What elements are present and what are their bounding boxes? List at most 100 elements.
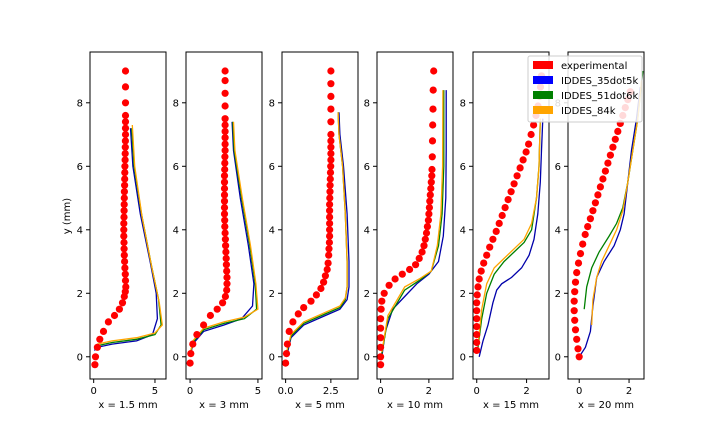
experimental-point <box>601 167 610 175</box>
experimental-point <box>594 191 602 199</box>
experimental-point <box>120 194 128 202</box>
x-axis-label-1: x = 1.5 mm <box>98 400 157 411</box>
experimental-point <box>377 305 385 313</box>
experimental-point <box>477 267 485 275</box>
experimental-point <box>420 242 428 250</box>
experimental-point <box>326 226 334 234</box>
experimental-point <box>473 331 481 339</box>
experimental-point <box>516 164 524 172</box>
experimental-point <box>377 361 385 369</box>
experimental-point <box>300 304 308 312</box>
experimental-point <box>221 140 229 148</box>
experimental-point <box>220 178 229 186</box>
experimental-point <box>377 353 385 361</box>
y-tick-label: 0 <box>77 352 83 363</box>
y-tick-label: 2 <box>269 289 275 300</box>
experimental-point <box>221 216 229 224</box>
legend-label-iddes-84k: IDDES_84k <box>561 106 616 117</box>
experimental-point <box>326 175 334 183</box>
experimental-point <box>221 134 229 142</box>
experimental-point <box>424 216 432 224</box>
experimental-point <box>120 238 128 247</box>
experimental-point <box>122 283 130 291</box>
line-iddes-84k-2 <box>190 121 259 351</box>
experimental-point <box>574 259 583 267</box>
y-tick-label: 0 <box>555 352 561 363</box>
experimental-point <box>326 213 334 221</box>
axes-frame-5 <box>472 51 550 380</box>
x-axis-label-4: x = 10 mm <box>387 400 443 411</box>
experimental-point <box>307 297 315 305</box>
experimental-point <box>377 343 385 351</box>
y-tick-label: 2 <box>173 289 179 300</box>
experimental-point <box>120 226 128 234</box>
experimental-point <box>427 184 435 193</box>
y-tick-label: 6 <box>460 162 466 173</box>
experimental-point <box>213 305 221 313</box>
experimental-point <box>221 229 229 237</box>
experimental-point <box>492 227 500 235</box>
experimental-point <box>220 210 229 218</box>
experimental-point <box>120 188 128 196</box>
y-tick-label: 0 <box>173 352 179 363</box>
experimental-point <box>121 150 129 158</box>
subplot-panel-2: 0 2 4 6 8 0 5 x = 3 mm <box>173 51 263 411</box>
plot-area-3 <box>282 67 350 367</box>
experimental-point <box>99 327 108 335</box>
axes-frame-2 <box>185 51 263 380</box>
experimental-point <box>473 291 481 299</box>
line-iddes-35dot5k-5 <box>478 118 544 357</box>
y-tick-label: 8 <box>77 98 83 109</box>
experimental-point <box>377 324 385 332</box>
experimental-point <box>121 264 129 272</box>
experimental-point <box>327 143 335 151</box>
experimental-point <box>327 130 335 139</box>
experimental-point <box>571 316 579 324</box>
experimental-point <box>579 240 587 248</box>
x-axis-label-6: x = 20 mm <box>578 400 634 411</box>
experimental-point <box>223 267 231 275</box>
y-tick-label: 8 <box>269 98 275 109</box>
experimental-point <box>327 118 335 126</box>
experimental-point <box>120 200 128 208</box>
y-tick-label: 8 <box>364 98 370 109</box>
plot-area-1 <box>91 67 163 369</box>
experimental-point <box>91 361 99 369</box>
experimental-point <box>121 257 129 266</box>
experimental-point <box>120 219 128 227</box>
experimental-point <box>121 130 130 139</box>
experimental-point <box>576 250 585 258</box>
experimental-point <box>604 159 612 167</box>
experimental-point <box>423 223 431 231</box>
experimental-point <box>221 77 229 85</box>
experimental-point <box>220 172 229 180</box>
experimental-point <box>121 99 130 107</box>
experimental-point <box>475 275 483 283</box>
experimental-point <box>326 232 334 240</box>
experimental-point <box>489 235 497 243</box>
experimental-point <box>486 243 494 251</box>
experimental-point <box>584 223 592 231</box>
experimental-point <box>121 162 129 170</box>
experimental-point <box>121 111 130 120</box>
experimental-point <box>422 229 431 237</box>
experimental-point <box>473 299 481 307</box>
experimental-point <box>221 235 229 243</box>
experimental-point <box>522 148 530 156</box>
y-tick-label: 0 <box>460 352 466 363</box>
y-tick-label: 4 <box>77 225 83 236</box>
x-tick-label: 2 <box>626 386 632 397</box>
experimental-point <box>221 67 229 75</box>
y-tick-label: 8 <box>173 98 179 109</box>
experimental-point <box>221 102 229 110</box>
experimental-point <box>189 340 197 348</box>
line-iddes-84k-5 <box>477 118 541 346</box>
x-axis-label-2: x = 3 mm <box>199 400 249 411</box>
experimental-point <box>425 210 433 218</box>
experimental-point <box>325 251 333 259</box>
experimental-point <box>326 200 334 208</box>
experimental-point <box>324 259 332 267</box>
experimental-point <box>501 204 509 212</box>
